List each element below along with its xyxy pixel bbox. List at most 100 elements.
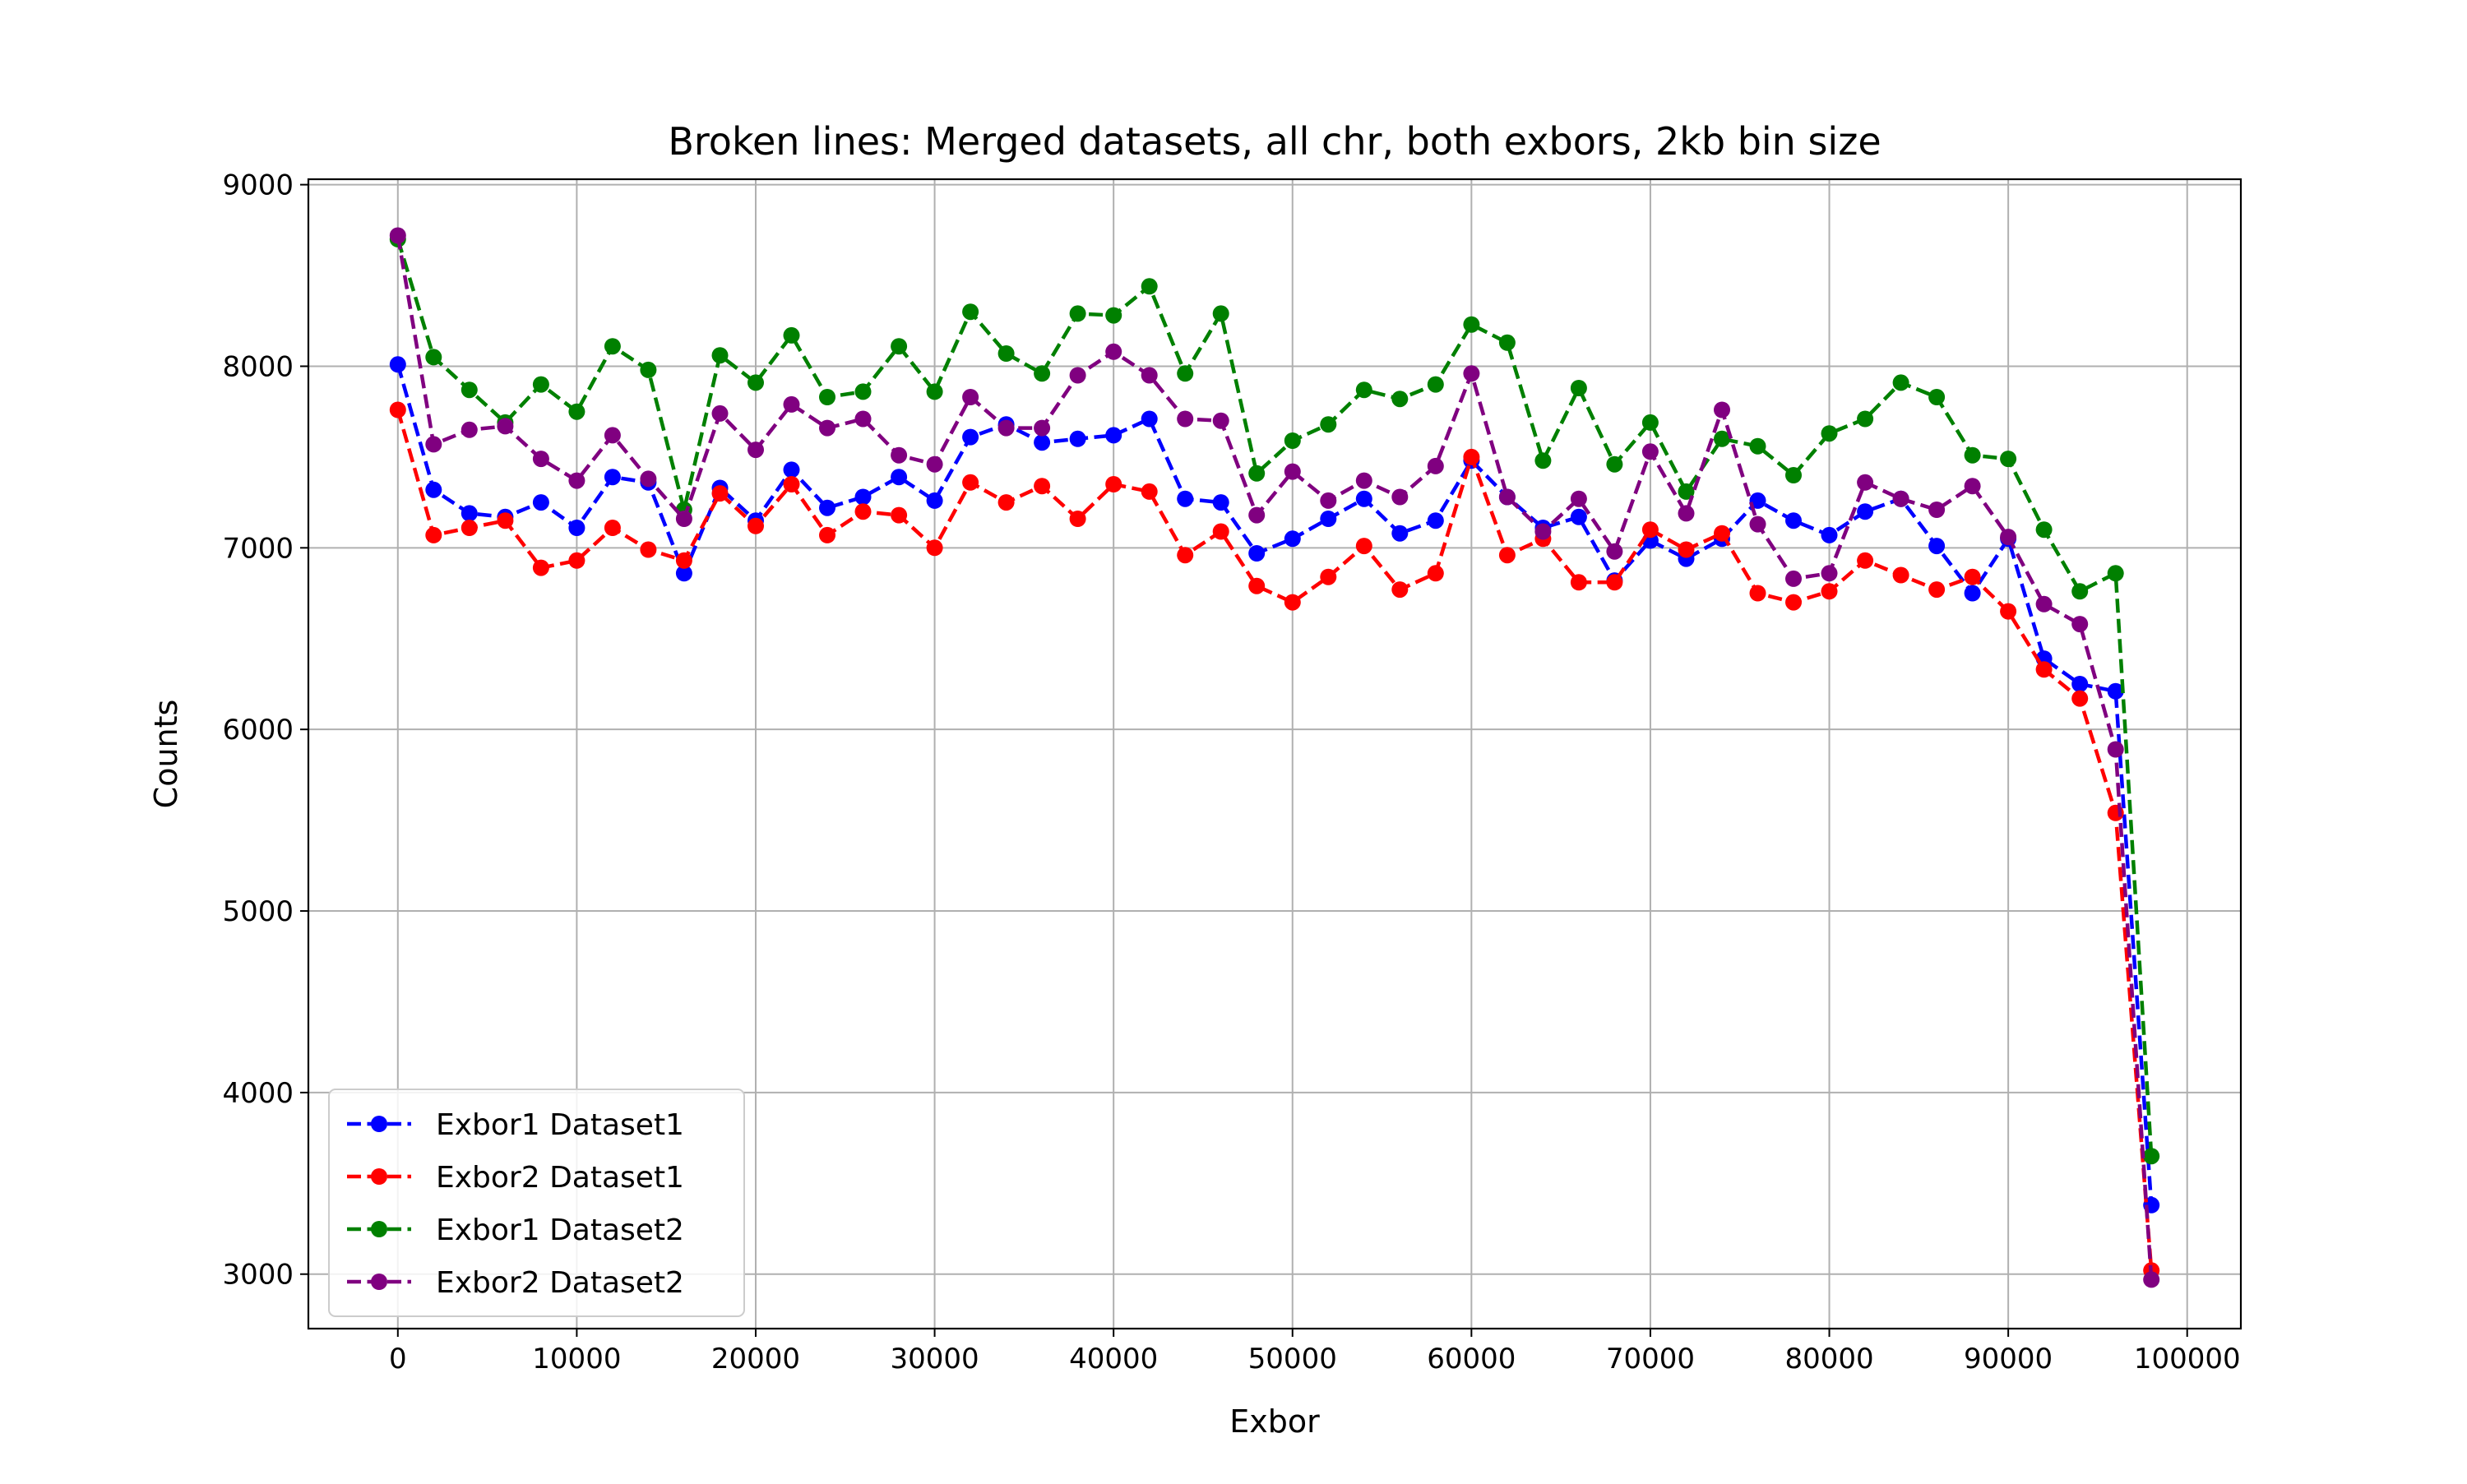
y-tick-label: 9000 <box>222 169 294 202</box>
y-tick-label: 6000 <box>222 714 294 747</box>
data-point-exbor1-dataset2 <box>1678 483 1695 500</box>
data-point-exbor2-dataset1 <box>568 552 586 569</box>
data-point-exbor2-dataset1 <box>2071 690 2089 707</box>
data-point-exbor1-dataset1 <box>675 565 692 582</box>
data-point-exbor1-dataset1 <box>854 488 872 506</box>
data-point-exbor1-dataset1 <box>1964 585 1981 602</box>
data-point-exbor2-dataset2 <box>2000 529 2017 546</box>
data-point-exbor2-dataset1 <box>1284 594 1301 611</box>
data-point-exbor2-dataset2 <box>1320 492 1337 509</box>
data-point-exbor2-dataset1 <box>640 541 657 558</box>
data-point-exbor2-dataset1 <box>1177 547 1194 564</box>
data-point-exbor1-dataset2 <box>1534 452 1552 469</box>
data-point-exbor1-dataset2 <box>1892 374 1909 391</box>
data-point-exbor1-dataset1 <box>461 505 478 522</box>
data-point-exbor2-dataset2 <box>748 442 764 459</box>
data-point-exbor2-dataset1 <box>1355 538 1372 555</box>
data-point-exbor1-dataset2 <box>711 347 729 364</box>
data-point-exbor2-dataset1 <box>675 552 692 569</box>
data-point-exbor1-dataset1 <box>2107 682 2124 700</box>
data-point-exbor1-dataset1 <box>1248 545 1266 562</box>
x-tick-label: 20000 <box>711 1343 800 1375</box>
data-point-exbor2-dataset1 <box>1141 483 1158 500</box>
data-point-exbor2-dataset1 <box>711 485 729 502</box>
data-point-exbor2-dataset1 <box>604 520 621 536</box>
data-point-exbor1-dataset1 <box>604 469 621 486</box>
data-point-exbor1-dataset1 <box>425 481 442 498</box>
data-point-exbor1-dataset2 <box>532 376 549 393</box>
data-point-exbor1-dataset2 <box>640 361 657 378</box>
data-point-exbor2-dataset2 <box>2035 595 2053 613</box>
data-point-exbor2-dataset2 <box>1821 565 1838 582</box>
data-point-exbor2-dataset2 <box>1427 457 1444 474</box>
data-point-exbor2-dataset1 <box>1785 594 1802 611</box>
x-tick-label: 0 <box>389 1343 407 1375</box>
data-point-exbor2-dataset2 <box>1069 367 1086 384</box>
legend-label: Exbor2 Dataset2 <box>436 1266 684 1300</box>
data-point-exbor2-dataset1 <box>1749 585 1766 602</box>
data-point-exbor1-dataset2 <box>926 383 943 400</box>
data-point-exbor2-dataset2 <box>1141 367 1158 384</box>
data-point-exbor1-dataset2 <box>2143 1148 2160 1165</box>
data-point-exbor1-dataset1 <box>1034 434 1051 451</box>
y-tick-label: 8000 <box>222 350 294 383</box>
data-point-exbor1-dataset2 <box>1391 391 1409 408</box>
data-point-exbor1-dataset1 <box>1320 511 1337 527</box>
data-point-exbor2-dataset1 <box>1212 523 1229 540</box>
data-point-exbor2-dataset1 <box>1248 577 1266 594</box>
data-point-exbor2-dataset2 <box>1355 472 1372 489</box>
data-point-exbor1-dataset1 <box>1069 430 1086 447</box>
data-point-exbor2-dataset2 <box>891 446 908 464</box>
x-tick-label: 60000 <box>1427 1343 1516 1375</box>
data-point-exbor1-dataset2 <box>1749 437 1766 455</box>
x-tick-label: 70000 <box>1606 1343 1695 1375</box>
data-point-exbor2-dataset2 <box>783 395 800 413</box>
data-point-exbor2-dataset1 <box>1105 476 1122 492</box>
data-point-exbor1-dataset2 <box>461 381 478 399</box>
data-point-exbor1-dataset1 <box>2071 676 2089 692</box>
data-point-exbor1-dataset1 <box>926 492 943 509</box>
chart-title: Broken lines: Merged datasets, all chr, … <box>668 119 1881 164</box>
data-point-exbor1-dataset2 <box>1821 425 1838 442</box>
legend-label: Exbor1 Dataset1 <box>436 1108 684 1142</box>
data-point-exbor2-dataset1 <box>1391 581 1409 599</box>
data-point-exbor1-dataset2 <box>604 338 621 355</box>
x-tick-label: 80000 <box>1784 1343 1873 1375</box>
data-point-exbor1-dataset1 <box>1105 427 1122 444</box>
series-line-exbor2-dataset2 <box>396 235 2154 1280</box>
data-point-exbor1-dataset2 <box>2071 583 2089 600</box>
data-point-exbor2-dataset2 <box>1641 443 1659 460</box>
data-point-exbor2-dataset2 <box>604 427 621 444</box>
data-point-exbor1-dataset1 <box>962 428 979 446</box>
data-point-exbor1-dataset1 <box>1355 490 1372 507</box>
data-point-exbor2-dataset1 <box>389 401 406 418</box>
data-point-exbor2-dataset1 <box>425 526 442 543</box>
x-tick-label: 50000 <box>1248 1343 1337 1375</box>
data-point-exbor2-dataset1 <box>532 559 549 576</box>
legend-marker <box>371 1116 387 1132</box>
data-point-exbor2-dataset2 <box>1749 515 1766 533</box>
data-point-exbor2-dataset2 <box>1964 478 1981 495</box>
data-point-exbor2-dataset2 <box>1785 570 1802 587</box>
data-point-exbor1-dataset1 <box>1212 494 1229 511</box>
data-point-exbor1-dataset2 <box>1284 432 1301 449</box>
data-point-exbor1-dataset2 <box>1785 467 1802 483</box>
x-tick-label: 90000 <box>1964 1343 2053 1375</box>
data-point-exbor2-dataset2 <box>962 389 979 405</box>
data-point-exbor1-dataset2 <box>891 338 908 355</box>
data-point-exbor1-dataset1 <box>1141 410 1158 428</box>
data-point-exbor1-dataset2 <box>2035 521 2053 539</box>
data-point-exbor2-dataset1 <box>1641 521 1659 539</box>
data-point-exbor2-dataset2 <box>1678 505 1695 522</box>
data-point-exbor2-dataset2 <box>425 436 442 453</box>
data-point-exbor1-dataset2 <box>819 389 835 405</box>
y-tick-label: 4000 <box>222 1077 294 1110</box>
data-point-exbor2-dataset2 <box>389 227 406 244</box>
data-point-exbor1-dataset2 <box>748 374 764 391</box>
data-point-exbor1-dataset2 <box>1320 416 1337 433</box>
data-point-exbor2-dataset2 <box>1248 506 1266 524</box>
legend: Exbor1 Dataset1 Exbor2 Dataset1 Exbor1 Dat… <box>328 1089 745 1317</box>
data-point-exbor2-dataset1 <box>891 506 908 524</box>
